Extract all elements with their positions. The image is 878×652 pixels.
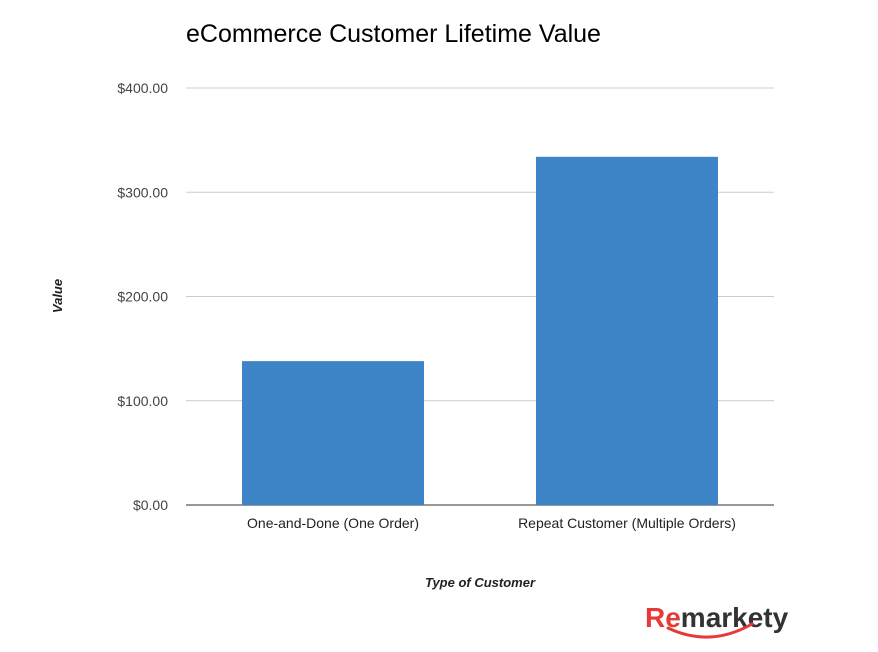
y-tick-label: $400.00 — [117, 80, 168, 96]
bar — [242, 361, 424, 505]
y-axis-ticks: $0.00 $100.00 $200.00 $300.00 $400.00 — [117, 80, 168, 513]
svg-text:Remarkety: Remarkety — [645, 602, 789, 633]
remarkety-logo: Remarkety — [645, 602, 789, 639]
x-axis-labels: One-and-Done (One Order) Repeat Customer … — [247, 515, 736, 531]
bar — [536, 156, 718, 505]
x-tick-label: Repeat Customer (Multiple Orders) — [518, 515, 736, 531]
logo-smile-icon — [666, 622, 754, 639]
logo-dark-part: markety — [681, 602, 789, 633]
y-tick-label: $200.00 — [117, 289, 168, 305]
bars — [242, 156, 718, 505]
y-tick-label: $0.00 — [133, 497, 168, 513]
x-axis-title: Type of Customer — [425, 575, 536, 590]
y-tick-label: $300.00 — [117, 184, 168, 200]
chart-title: eCommerce Customer Lifetime Value — [186, 20, 601, 48]
y-tick-label: $100.00 — [117, 393, 168, 409]
x-tick-label: One-and-Done (One Order) — [247, 515, 419, 531]
y-axis-title: Value — [50, 279, 65, 313]
logo-red-part: Re — [645, 602, 681, 633]
